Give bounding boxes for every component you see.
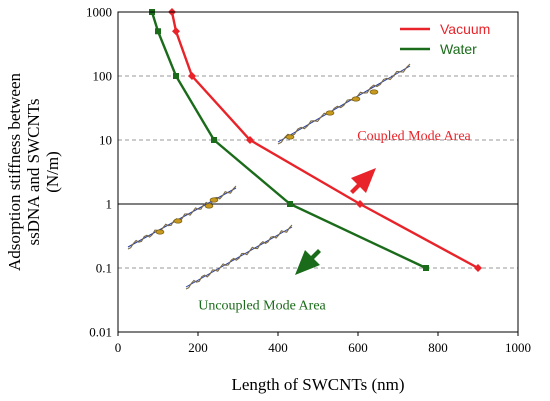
inset-uncoupled [185, 224, 293, 290]
y-axis-title-line: (N/m) [43, 151, 62, 193]
data-point [211, 137, 217, 143]
data-point [155, 28, 161, 35]
y-tick-label: 1000 [86, 5, 112, 20]
base-cluster [209, 197, 219, 203]
y-tick-label: 10 [99, 133, 112, 148]
base-cluster [173, 218, 183, 224]
y-axis-title-line: Adsorption stiffness between [5, 73, 24, 271]
base-cluster [325, 110, 335, 116]
axes: 0.01 0.1 1 10 100 1000 0 200 400 600 800 1000 Length… [5, 5, 531, 395]
coupled-arrow-icon [350, 168, 376, 194]
uncoupled-mode-label: Uncoupled Mode Area [198, 298, 326, 313]
data-point [246, 136, 254, 144]
data-point [474, 264, 482, 272]
data-point [423, 265, 429, 271]
data-point [188, 72, 196, 80]
plot-frame [117, 11, 519, 333]
ssdna-strand [127, 185, 237, 250]
data-point [356, 200, 364, 208]
series-line [150, 11, 427, 270]
legend-label-vacuum: Vacuum [440, 21, 490, 37]
coupled-mode-label: Coupled Mode Area [357, 129, 471, 144]
y-axis-title: Adsorption stiffness betweenssDNA and SW… [5, 73, 62, 271]
data-point [172, 27, 180, 36]
base-cluster [204, 203, 214, 209]
y-tick-label: 0.01 [89, 325, 112, 340]
base-cluster [369, 89, 379, 95]
y-axis-title-line: ssDNA and SWCNTs [24, 98, 43, 245]
ssdna-strand [185, 224, 293, 290]
x-tick-label: 800 [428, 340, 448, 355]
x-tick-label: 200 [188, 340, 208, 355]
x-tick-label: 0 [115, 340, 122, 355]
x-tick-label: 400 [268, 340, 288, 355]
x-axis-title: Length of SWCNTs (nm) [231, 375, 404, 394]
inset-coupled [277, 63, 411, 145]
base-cluster [285, 134, 295, 140]
base-cluster [155, 229, 165, 235]
inset-left [127, 185, 237, 250]
inset-illustrations [127, 63, 411, 290]
x-tick-label: 1000 [505, 340, 531, 355]
base-cluster [351, 96, 361, 102]
annotations: Coupled Mode Area Uncoupled Mode Area [198, 129, 471, 313]
x-tick-label: 600 [348, 340, 368, 355]
y-tick-label: 0.1 [96, 261, 112, 276]
y-tick-label: 1 [106, 197, 113, 212]
y-tick-label: 100 [93, 69, 113, 84]
legend: Vacuum Water [400, 21, 490, 57]
data-point [287, 201, 293, 207]
uncoupled-arrow-icon [295, 249, 321, 275]
legend-label-water: Water [440, 41, 477, 57]
data-point [173, 73, 179, 79]
ssdna-strand [277, 63, 411, 145]
